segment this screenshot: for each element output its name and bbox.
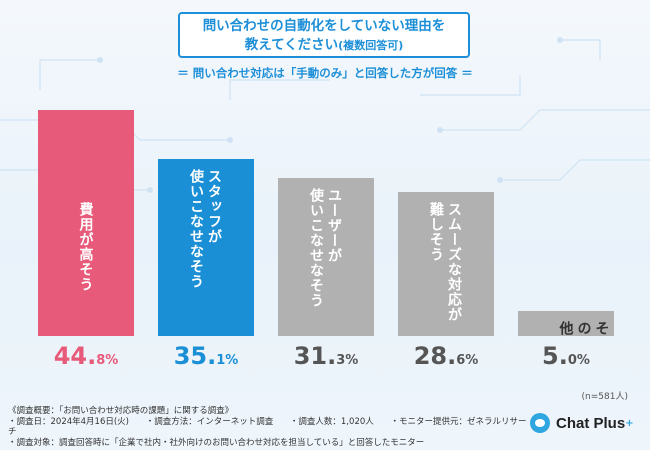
bar-label-2: スタッフが 使いこなせなそう: [187, 169, 223, 289]
bar-4: [398, 191, 494, 336]
bar-5: [518, 310, 614, 336]
value-label-5: 5.0%: [542, 342, 590, 370]
bar-1: [38, 110, 134, 336]
value-label-1: 44.8%: [53, 342, 119, 370]
bar-label-4-col-1: スムーズな対応が: [446, 201, 462, 322]
footer-line2: ・調査日：2024年4月16日(火) ・調査方法：インターネット調査 ・調査人数…: [8, 417, 528, 438]
bar-label-4: スムーズな対応が 難しそう: [427, 202, 463, 322]
bar-label-2-col-1: スタッフが: [206, 168, 222, 244]
logo-name: Chat Plus: [556, 414, 626, 432]
footer-provider: ・モニター提供元：ゼネラルリサーチ: [8, 416, 527, 438]
chart-title-line2-suffix: (複数回答可): [338, 39, 404, 52]
chat-plus-logo: Chat Plus +: [530, 413, 634, 433]
footer-count: ・調査人数：1,020人: [289, 416, 374, 427]
bar-label-3: ユーザーが 使いこなせなそう: [307, 188, 343, 308]
bar-3: [278, 178, 374, 336]
value-label-3: 31.3%: [293, 342, 359, 370]
sample-size-note: (n=581人): [581, 392, 628, 402]
chart-title-line2-main: 教えてください: [244, 37, 339, 53]
chart-title-box: 問い合わせの自動化をしていない理由を 教えてください(複数回答可): [178, 12, 470, 58]
bar-label-2-col-2: 使いこなせなそう: [188, 168, 204, 289]
footer-date: ・調査日：2024年4月16日(火): [8, 416, 129, 427]
bar-label-5-col-1: その他: [557, 320, 610, 336]
chat-bubble-icon: [530, 413, 550, 433]
footer-line3: ・調査対象：調査回答時に「企業で社内・社外向けのお問い合わせ対応を担当している」…: [8, 437, 425, 448]
bar-label-5: その他: [557, 320, 611, 336]
logo-plus: +: [625, 417, 634, 429]
value-label-2: 35.1%: [173, 342, 239, 370]
bar-label-1-col-1: 費用が高そう: [77, 202, 94, 292]
footer-line1: 《調査概要：「お問い合わせ対応時の課題」に関する調査》: [8, 406, 234, 416]
bar-label-3-col-1: ユーザーが: [326, 188, 342, 264]
chart-title-line2: 教えてください(複数回答可): [180, 36, 468, 55]
bar-label-4-col-2: 難しそう: [428, 201, 444, 262]
footer-method: ・調査方法：インターネット調査: [145, 416, 274, 427]
value-label-4: 28.6%: [413, 342, 479, 370]
chart-subtitle: ＝ 問い合わせ対応は「手動のみ」と回答した方が回答 ＝: [177, 66, 473, 80]
bar-2: [158, 158, 254, 336]
bar-label-1: 費用が高そう: [77, 202, 95, 292]
chart-title-line1: 問い合わせの自動化をしていない理由を: [202, 18, 446, 34]
survey-footer: 《調査概要：「お問い合わせ対応時の課題」に関する調査》 ・調査日：2024年4月…: [8, 406, 528, 448]
bar-label-3-col-2: 使いこなせなそう: [308, 188, 324, 309]
